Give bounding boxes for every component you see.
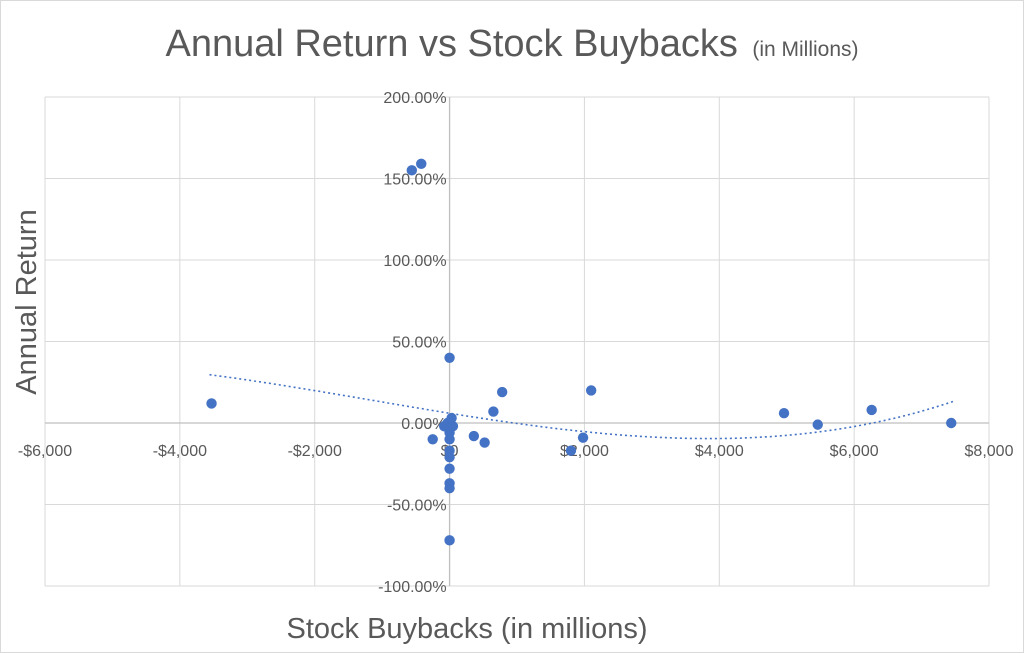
data-point (406, 165, 418, 176)
data-point (946, 417, 957, 429)
chart-title-main: Annual Return vs Stock Buybacks (165, 23, 737, 65)
data-point (585, 385, 597, 396)
gridlines (44, 96, 990, 587)
data-points (206, 158, 957, 546)
y-tick-label: 0.00% (401, 416, 446, 433)
data-point (778, 408, 790, 419)
x-tick-label: -$4,000 (153, 443, 207, 460)
x-tick-label: $8,000 (965, 443, 1014, 460)
data-point (488, 406, 499, 417)
data-point (577, 432, 589, 443)
y-axis-title: Annual Return (11, 209, 43, 394)
data-point (496, 386, 508, 398)
data-point (444, 483, 455, 494)
y-tick-label: 50.00% (392, 335, 446, 352)
data-point (468, 430, 480, 442)
y-tick-label: 100.00% (383, 253, 446, 270)
chart-title: Annual Return vs Stock Buybacks (in Mill… (165, 23, 858, 65)
data-point (444, 352, 455, 363)
x-tick-label: -$6,000 (18, 443, 72, 460)
x-axis-title: Stock Buybacks (in millions) (287, 613, 648, 645)
y-tick-label: 200.00% (383, 90, 446, 107)
data-point (479, 437, 490, 448)
data-point (444, 535, 455, 546)
data-point (444, 452, 455, 463)
data-point (866, 404, 877, 416)
data-point (444, 434, 455, 445)
data-point (812, 419, 823, 430)
tick-labels: -$6,000-$4,000-$2,000$0$2,000$4,000$6,00… (18, 90, 1014, 596)
x-tick-label: $6,000 (830, 443, 879, 460)
data-point (444, 463, 455, 474)
x-tick-label: $4,000 (695, 443, 744, 460)
trendline-group (209, 373, 954, 440)
data-point (427, 434, 438, 445)
data-point (446, 412, 457, 424)
chart-title-suffix: (in Millions) (752, 38, 858, 61)
data-point (416, 158, 427, 170)
data-point (447, 421, 459, 432)
y-tick-label: 150.00% (383, 172, 446, 189)
y-tick-label: -50.00% (387, 498, 447, 515)
data-point (206, 398, 217, 409)
x-tick-label: -$2,000 (288, 443, 342, 460)
trendline (209, 373, 954, 440)
data-point (565, 445, 577, 456)
y-tick-label: -100.00% (378, 579, 447, 596)
